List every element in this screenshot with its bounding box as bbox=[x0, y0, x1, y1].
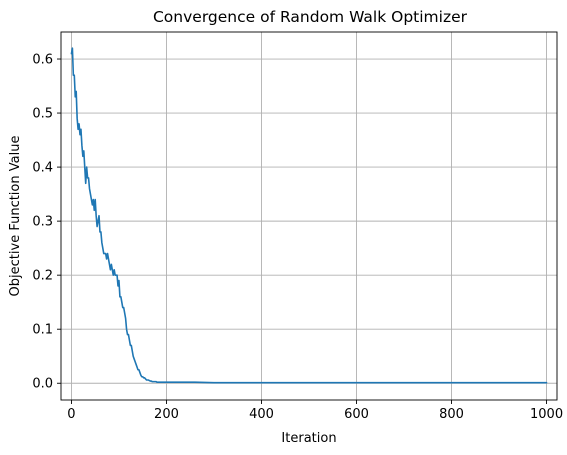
x-tick-label: 600 bbox=[344, 407, 369, 422]
x-tick-label: 200 bbox=[154, 407, 179, 422]
x-axis-title: Iteration bbox=[281, 431, 336, 446]
x-tick-label: 1000 bbox=[530, 407, 563, 422]
x-tick-label: 800 bbox=[439, 407, 464, 422]
y-tick-label: 0.0 bbox=[32, 377, 53, 392]
plot-frame bbox=[60, 31, 558, 401]
series-layer bbox=[70, 47, 548, 384]
y-tick-label: 0.6 bbox=[32, 53, 53, 68]
axis-ticks: 0 200 400 600 800 1000 0.0 0.1 0.2 0.3 0.4 0.5 0.6 bbox=[32, 53, 563, 422]
y-tick-label: 0.5 bbox=[32, 107, 53, 122]
x-tick-label: 0 bbox=[67, 407, 75, 422]
chart-title: Convergence of Random Walk Optimizer bbox=[153, 8, 468, 26]
y-tick-label: 0.1 bbox=[32, 323, 53, 338]
series-line-0 bbox=[70, 47, 548, 384]
y-tick-label: 0.4 bbox=[32, 161, 53, 176]
y-tick-label: 0.3 bbox=[32, 215, 53, 230]
x-tick-label: 400 bbox=[249, 407, 274, 422]
y-axis-title: Objective Function Value bbox=[8, 136, 23, 297]
y-tick-label: 0.2 bbox=[32, 269, 53, 284]
grid bbox=[61, 32, 557, 400]
